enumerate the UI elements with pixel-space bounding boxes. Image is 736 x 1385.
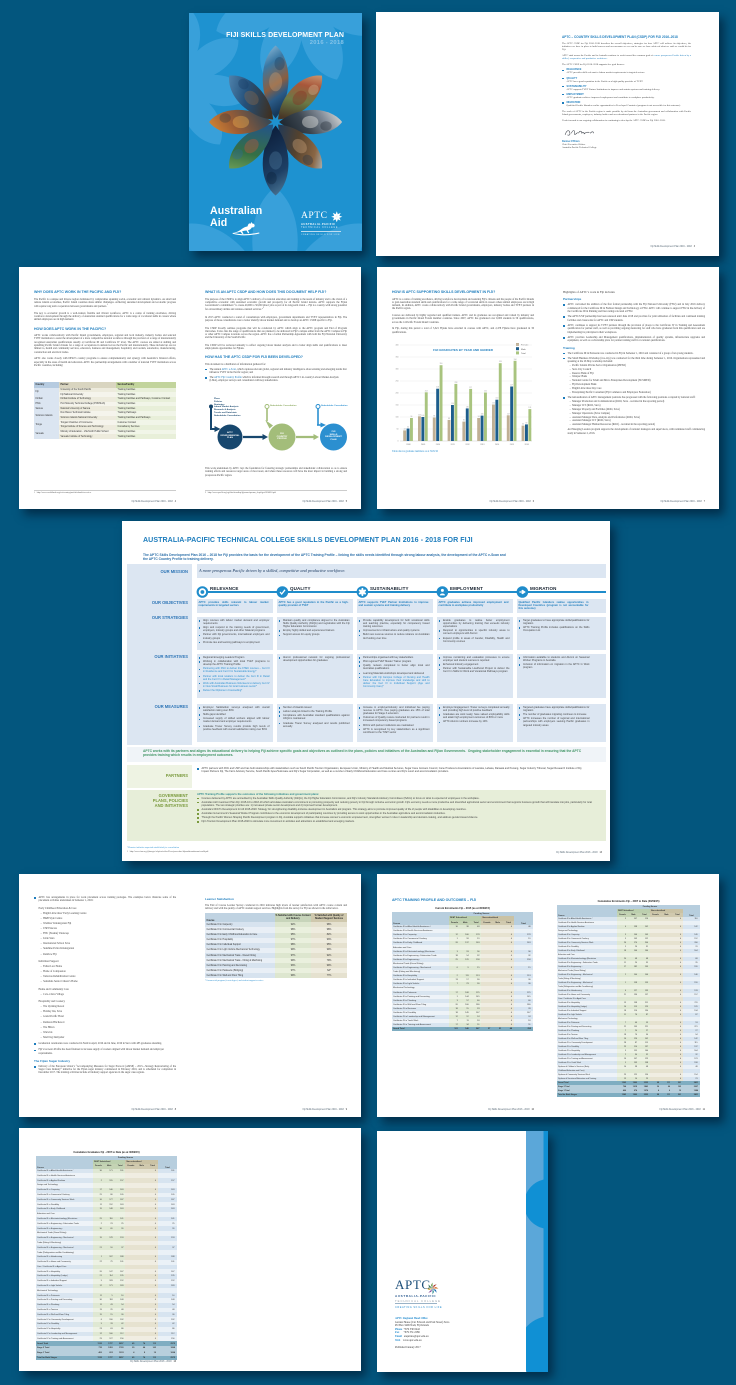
svg-text:133: 133	[528, 407, 531, 409]
svg-text:Male: Male	[521, 349, 527, 351]
svg-text:2013: 2013	[480, 444, 484, 446]
svg-text:2015: 2015	[510, 444, 514, 446]
svg-text:217: 217	[469, 387, 472, 389]
svg-text:227: 227	[510, 385, 513, 387]
svg-text:52: 52	[407, 427, 409, 429]
svg-text:50: 50	[397, 429, 399, 431]
svg-text:2010: 2010	[436, 444, 440, 446]
svg-text:106: 106	[481, 414, 484, 416]
svg-text:152: 152	[492, 403, 495, 405]
svg-text:350: 350	[396, 357, 399, 359]
svg-text:Female: Female	[521, 345, 529, 347]
svg-text:0: 0	[398, 441, 399, 443]
svg-text:400: 400	[396, 345, 399, 347]
svg-text:218: 218	[436, 387, 439, 389]
svg-text:172: 172	[495, 398, 498, 400]
svg-text:2009: 2009	[421, 444, 425, 446]
svg-text:136: 136	[466, 406, 469, 408]
svg-text:300: 300	[396, 369, 399, 371]
svg-text:250: 250	[396, 381, 399, 383]
svg-text:100: 100	[396, 417, 399, 419]
svg-text:64: 64	[522, 424, 524, 426]
svg-text:334: 334	[514, 359, 517, 361]
svg-text:203: 203	[425, 390, 428, 392]
svg-text:200: 200	[396, 393, 399, 395]
svg-text:98: 98	[433, 416, 435, 418]
svg-text:238: 238	[454, 382, 457, 384]
svg-text:Total: Total	[521, 352, 526, 355]
svg-text:44: 44	[404, 428, 406, 430]
svg-text:150: 150	[451, 403, 454, 405]
svg-text:150: 150	[396, 405, 399, 407]
svg-text:2011: 2011	[451, 444, 455, 446]
svg-text:316: 316	[440, 363, 443, 365]
svg-text:2016: 2016	[525, 444, 529, 446]
svg-text:96: 96	[410, 416, 412, 418]
svg-text:69: 69	[525, 422, 527, 424]
svg-text:96: 96	[478, 416, 480, 418]
svg-text:81: 81	[463, 420, 465, 422]
svg-text:324: 324	[499, 361, 502, 363]
svg-text:202: 202	[484, 391, 487, 393]
svg-text:2012: 2012	[465, 444, 469, 446]
svg-text:2008: 2008	[406, 444, 410, 446]
svg-text:107: 107	[507, 413, 510, 415]
svg-text:103: 103	[418, 414, 421, 416]
svg-text:88: 88	[448, 418, 450, 420]
svg-text:100: 100	[421, 415, 424, 417]
svg-text:2014: 2014	[495, 444, 499, 446]
